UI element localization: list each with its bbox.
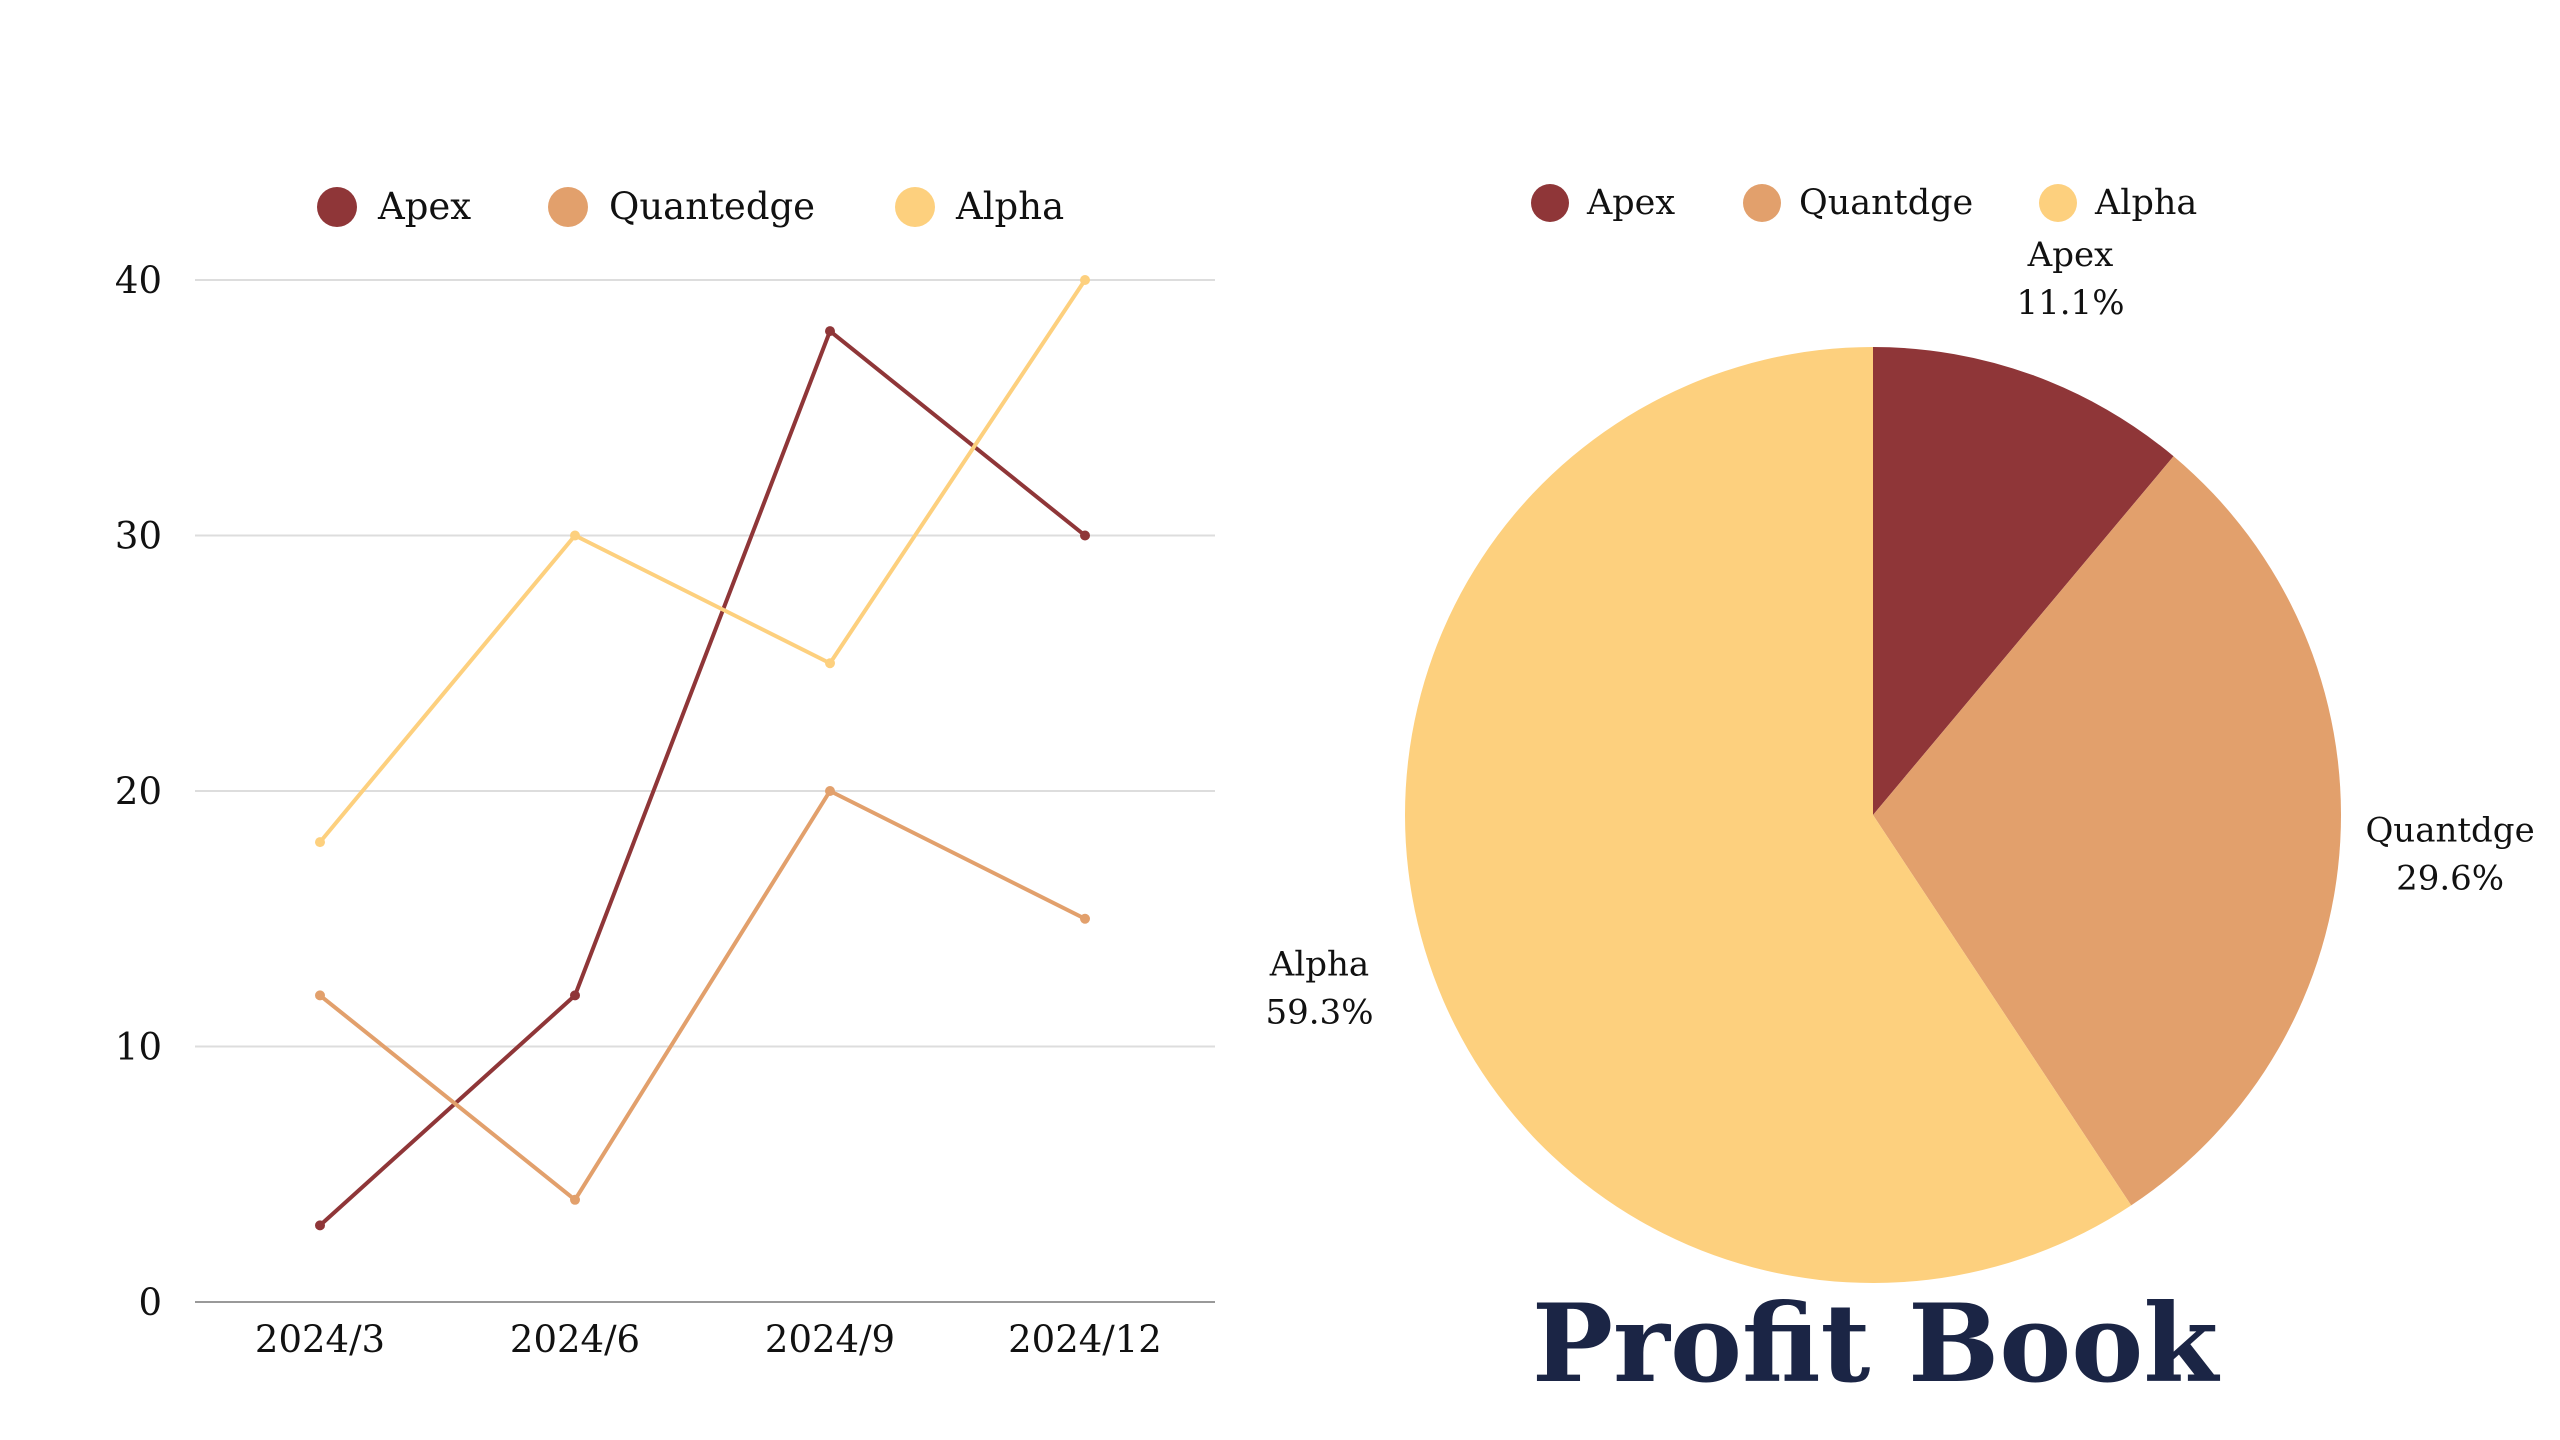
data-point-quantedge-2 (825, 786, 835, 796)
y-tick-label-30: 30 (115, 515, 162, 558)
slice-label-name-quantdge: Quantdge (2365, 811, 2534, 851)
legend-marker-alpha (895, 187, 935, 227)
slice-label-value-apex: 11.1% (2016, 283, 2124, 323)
x-tick-label-2024-3: 2024/3 (255, 1318, 385, 1361)
x-tick-label-2024-12: 2024/12 (1008, 1318, 1162, 1361)
data-point-alpha-3 (1080, 275, 1090, 285)
pie-legend-marker-quantdge (1743, 184, 1781, 222)
slice-label-name-apex: Apex (2027, 235, 2114, 275)
slice-label-value-quantdge: 29.6% (2396, 859, 2504, 899)
legend-label-apex: Apex (377, 185, 471, 228)
slice-label-name-alpha: Alpha (1269, 944, 1369, 984)
y-tick-label-0: 0 (138, 1281, 162, 1324)
series-line-apex (318, 329, 1087, 1227)
data-point-apex-2 (825, 326, 835, 337)
legend-label-quantedge: Quantedge (609, 185, 815, 228)
data-point-alpha-2 (825, 658, 835, 669)
pie-slice-quantdge (1873, 456, 2341, 1206)
data-point-quantedge-1 (570, 1194, 580, 1205)
data-point-alpha-0 (315, 837, 325, 848)
slice-label-quantdge: Quantdge 29.6% (2365, 811, 2534, 899)
y-tick-label-40: 40 (115, 259, 162, 302)
data-point-quantedge-3 (1080, 913, 1090, 924)
pie-legend-label-alpha: Alpha (2094, 183, 2197, 223)
pie-slice-apex (1873, 347, 2174, 815)
data-point-alpha-1 (570, 530, 580, 541)
series-line-alpha (318, 278, 1087, 844)
pie-legend-marker-apex (1531, 184, 1569, 222)
data-point-apex-1 (570, 990, 580, 1001)
page-title: Profit Book (1531, 1281, 2219, 1407)
line-chart: 0 10 20 30 40 2024/3 2024/6 2024/9 2024/12 Apex Qu… (115, 185, 1215, 1361)
slice-label-apex: Apex 11.1% (2016, 235, 2124, 323)
legend-marker-apex (317, 187, 357, 227)
y-tick-label-20: 20 (115, 770, 162, 813)
pie-legend-marker-alpha (2039, 184, 2077, 222)
data-point-quantedge-0 (315, 990, 325, 1001)
data-point-apex-0 (315, 1220, 325, 1231)
slice-label-value-alpha: 59.3% (1265, 992, 1373, 1032)
data-point-apex-3 (1080, 530, 1090, 541)
x-tick-label-2024-6: 2024/6 (510, 1318, 640, 1361)
y-tick-label-10: 10 (115, 1026, 162, 1069)
legend-label-alpha: Alpha (955, 185, 1064, 228)
pie-legend-label-quantdge: Quantdge (1799, 183, 1973, 223)
pie-slice-alpha (1405, 346, 2132, 1283)
slice-label-alpha: Alpha 59.3% (1265, 944, 1373, 1032)
x-tick-label-2024-9: 2024/9 (765, 1318, 895, 1361)
legend-marker-quantedge (548, 187, 588, 227)
series-line-quantedge (318, 789, 1086, 1202)
pie-legend-label-apex: Apex (1586, 183, 1675, 223)
